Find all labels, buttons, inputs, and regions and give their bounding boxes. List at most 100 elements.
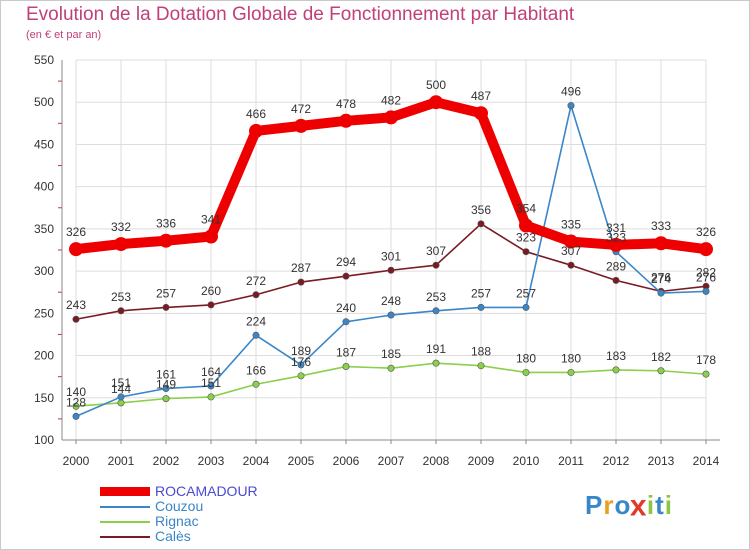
data-label: 326: [66, 225, 86, 239]
data-point-couzou: [567, 102, 575, 110]
data-label: 183: [606, 349, 626, 363]
x-tick-label: 2012: [603, 454, 630, 468]
data-point-couzou: [432, 307, 440, 315]
data-label: 274: [651, 272, 671, 286]
y-tick-label: 250: [34, 306, 54, 320]
data-point-calès: [342, 272, 350, 280]
data-label: 466: [246, 107, 266, 121]
x-tick-label: 2007: [378, 454, 405, 468]
data-point-rignac: [297, 372, 305, 380]
x-tick-label: 2011: [558, 454, 584, 468]
y-tick-label: 300: [34, 264, 54, 278]
data-label: 253: [111, 290, 131, 304]
data-label: 496: [561, 85, 581, 99]
data-point-rocamadour: [384, 110, 398, 125]
y-tick-label: 150: [34, 391, 54, 405]
data-label: 189: [291, 344, 311, 358]
data-point-couzou: [162, 384, 170, 392]
data-label: 487: [471, 89, 491, 103]
data-label: 333: [651, 219, 671, 233]
data-point-rocamadour: [339, 113, 353, 128]
data-label: 191: [426, 342, 446, 356]
data-label: 128: [66, 395, 86, 409]
x-tick-label: 2009: [468, 454, 495, 468]
data-point-rocamadour: [609, 237, 623, 252]
x-tick-label: 2004: [243, 454, 270, 468]
data-label: 301: [381, 249, 401, 263]
logo-letter: P: [585, 490, 604, 520]
data-label: 335: [561, 218, 581, 232]
data-label: 149: [156, 378, 176, 392]
chart-title: Evolution de la Dotation Globale de Fonc…: [26, 4, 575, 25]
data-point-calès: [477, 220, 485, 228]
data-point-rignac: [657, 367, 665, 375]
x-tick-label: 2000: [63, 454, 90, 468]
data-label: 151: [111, 376, 131, 390]
data-point-rocamadour: [519, 218, 533, 233]
data-label: 188: [471, 345, 491, 359]
data-label: 144: [111, 382, 131, 396]
data-point-rignac: [72, 402, 80, 410]
data-point-rignac: [207, 393, 215, 401]
data-point-couzou: [522, 303, 530, 311]
data-point-calès: [252, 291, 260, 299]
data-point-rignac: [117, 399, 125, 407]
data-label: 326: [696, 225, 716, 239]
data-label: 257: [156, 286, 176, 300]
data-point-couzou: [297, 361, 305, 369]
x-tick-label: 2001: [108, 454, 135, 468]
legend-label-couzou: Couzou: [155, 498, 204, 514]
data-label: 248: [381, 294, 401, 308]
legend-label-rocamadour: ROCAMADOUR: [155, 483, 258, 499]
logo-letter: x: [630, 487, 648, 523]
legend-label-rignac: Rignac: [155, 513, 199, 529]
data-label: 180: [561, 351, 581, 365]
data-label: 331: [606, 221, 626, 235]
data-label: 282: [696, 265, 716, 279]
data-label: 336: [156, 217, 176, 231]
data-point-calès: [117, 307, 125, 315]
data-label: 482: [381, 93, 401, 107]
data-point-couzou: [702, 287, 710, 295]
data-label: 257: [516, 286, 536, 300]
data-point-rocamadour: [69, 242, 83, 257]
data-label: 276: [696, 270, 716, 284]
logo-letter: i: [664, 490, 673, 520]
data-label: 323: [606, 231, 626, 245]
data-label: 478: [336, 97, 356, 111]
y-tick-label: 550: [34, 53, 54, 67]
proxiti-logo: Proxiti: [585, 487, 673, 523]
data-label: 180: [516, 351, 536, 365]
data-point-rocamadour: [654, 236, 668, 251]
data-label: 178: [696, 353, 716, 367]
data-point-calès: [207, 301, 215, 309]
data-label: 472: [291, 102, 311, 116]
data-point-couzou: [207, 382, 215, 390]
data-point-rignac: [162, 395, 170, 403]
y-tick-label: 400: [34, 180, 54, 194]
x-tick-label: 2010: [513, 454, 540, 468]
data-label: 323: [516, 231, 536, 245]
data-label: 240: [336, 301, 356, 315]
x-tick-label: 2003: [198, 454, 225, 468]
data-point-rignac: [342, 363, 350, 371]
data-label: 294: [336, 255, 356, 269]
data-point-calès: [612, 276, 620, 284]
data-label: 276: [651, 270, 671, 284]
logo-letter: r: [603, 490, 615, 520]
data-point-calès: [567, 261, 575, 269]
data-point-calès: [72, 315, 80, 323]
data-label: 166: [246, 363, 266, 377]
data-point-rocamadour: [474, 106, 488, 121]
data-point-couzou: [252, 331, 260, 339]
data-point-rignac: [612, 366, 620, 374]
logo-letter: o: [614, 490, 632, 520]
legend-swatch-rocamadour: [100, 487, 150, 496]
data-point-calès: [522, 248, 530, 256]
data-point-rocamadour: [429, 95, 443, 110]
data-label: 182: [651, 350, 671, 364]
data-point-rignac: [477, 362, 485, 370]
data-point-calès: [387, 266, 395, 274]
legend-swatch-couzou: [100, 506, 150, 508]
